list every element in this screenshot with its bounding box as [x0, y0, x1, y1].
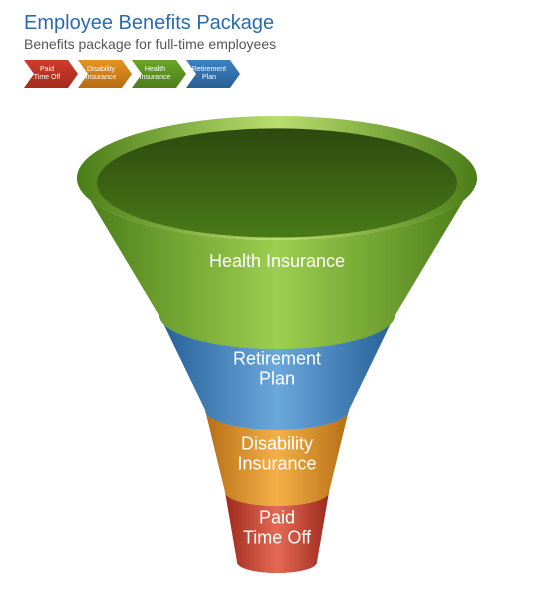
legend-item-label: Health Insurance: [140, 66, 171, 82]
page-subtitle: Benefits package for full-time employees: [24, 36, 276, 52]
funnel-segment-label: Health Insurance: [209, 251, 345, 271]
page-title: Employee Benefits Package: [24, 12, 274, 35]
legend-item: Paid Time Off: [24, 60, 78, 88]
legend-item: Disability Insurance: [78, 60, 132, 88]
funnel-segment-label: DisabilityInsurance: [237, 433, 316, 473]
legend-item: Health Insurance: [132, 60, 186, 88]
legend-item-label: Disability Insurance: [86, 66, 117, 82]
legend-bar: Paid Time Off Disability Insurance Health …: [24, 60, 240, 88]
legend-item-label: Paid Time Off: [34, 66, 60, 82]
legend-item-label: Retirement Plan: [192, 66, 226, 82]
legend-item: Retirement Plan: [186, 60, 240, 88]
funnel-chart: Health InsuranceRetirementPlanDisability…: [0, 100, 554, 590]
